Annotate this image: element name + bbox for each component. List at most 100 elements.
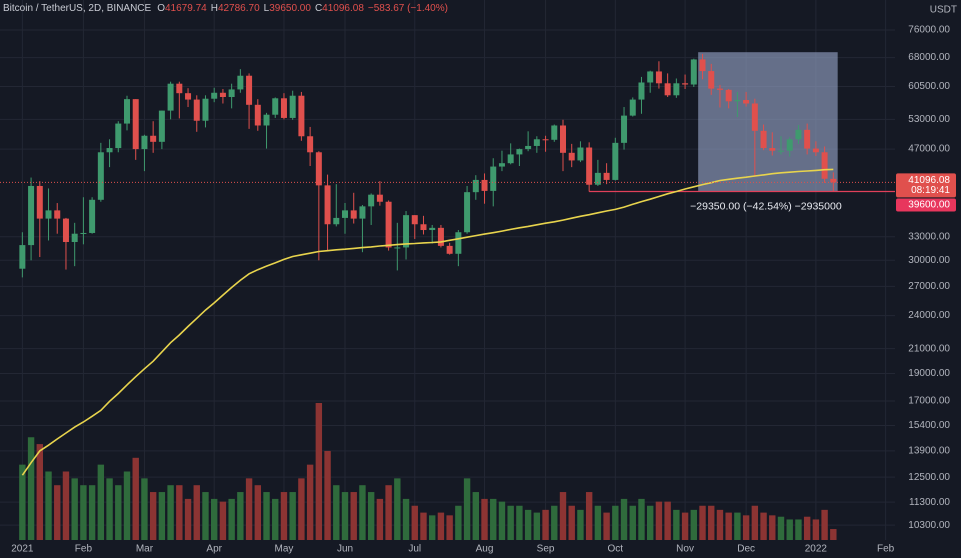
y-tick-label: 11300.00 <box>909 497 950 508</box>
candle-body <box>708 71 715 89</box>
volume-bar <box>507 505 514 540</box>
candle-body <box>272 98 279 115</box>
last-price-label: 41096.08 <box>908 175 950 186</box>
candle-body <box>586 147 593 185</box>
axis-unit: USDT <box>930 5 957 16</box>
volume-bar <box>219 501 227 540</box>
candle-body <box>690 59 697 85</box>
volume-bar <box>603 512 610 540</box>
moving-average <box>21 168 834 476</box>
candle-body <box>734 100 741 102</box>
candle-body <box>280 98 287 118</box>
volume-bar <box>333 485 340 540</box>
candle-body <box>324 185 331 225</box>
volume-bar <box>211 498 218 540</box>
candle-body <box>769 148 776 151</box>
field-value: 39650.00 <box>269 3 311 14</box>
volume-bar <box>708 505 715 540</box>
volume-bar <box>176 485 183 540</box>
field-value: 42786.70 <box>217 3 260 14</box>
volume-bar <box>115 485 122 540</box>
volume-bar <box>812 519 820 540</box>
volume-bar <box>647 505 654 540</box>
header: Bitcoin / TetherUS, 2D, BINANCE O41679.74… <box>3 3 452 14</box>
volume-bar <box>769 515 776 540</box>
candle-body <box>673 83 680 96</box>
candle-body <box>664 83 671 96</box>
candle-body <box>577 147 584 161</box>
measure-label: −29350.00 (−42.54%) −2935000 <box>690 200 842 212</box>
candle-body <box>141 135 148 150</box>
volume-bar <box>350 492 357 540</box>
candle-body <box>289 95 296 118</box>
volume-bar <box>280 492 288 540</box>
candle-body <box>193 99 200 121</box>
candle-body <box>228 89 235 98</box>
volume-bar <box>45 471 52 540</box>
volume-bar <box>27 437 35 540</box>
candle-body <box>603 172 610 180</box>
candle-body <box>778 150 784 152</box>
x-tick-label: Apr <box>206 544 222 555</box>
y-tick-label: 53000.00 <box>908 114 950 125</box>
volume-bar <box>830 529 837 540</box>
candle-body <box>403 215 410 248</box>
volume-bar <box>376 498 384 540</box>
candle-body <box>263 114 270 126</box>
volume-bar <box>629 505 636 540</box>
symbol: Bitcoin / TetherUS, 2D, BINANCE <box>3 3 152 14</box>
candle-body <box>254 104 261 126</box>
volume-bar <box>202 492 209 540</box>
field-label: C <box>314 3 323 14</box>
x-tick-label: Oct <box>608 544 624 555</box>
y-tick-label: 21000.00 <box>908 343 950 354</box>
candle-body <box>760 130 767 149</box>
y-tick-label: 17000.00 <box>908 396 950 407</box>
volume-bar <box>36 444 43 540</box>
candle-body <box>185 93 192 100</box>
volume-bar <box>420 512 427 540</box>
candle-body <box>150 135 157 142</box>
candle-body <box>211 92 218 99</box>
candle-body <box>167 83 174 111</box>
x-tick-label: May <box>275 544 294 555</box>
field-label: H <box>210 3 218 14</box>
volume-bar <box>638 498 645 540</box>
volume-bar <box>315 403 323 540</box>
candle-body <box>54 210 61 219</box>
volume-bar <box>19 464 26 540</box>
volume-bar <box>324 450 331 540</box>
volume-bar <box>690 509 697 540</box>
candle-body <box>429 227 436 231</box>
x-tick-label: Sep <box>537 544 555 555</box>
candle-body <box>333 217 340 225</box>
volume-bar <box>298 478 305 540</box>
volume-bar <box>655 501 663 540</box>
field-value: 41096.08 <box>322 3 364 14</box>
candle-body <box>219 92 226 98</box>
candle-body <box>621 115 628 143</box>
x-tick-label: Feb <box>877 544 895 555</box>
price-axis <box>895 0 961 558</box>
volume-bar <box>446 515 453 540</box>
y-tick-label: 15400.00 <box>908 420 950 431</box>
candle-body <box>176 83 183 94</box>
candle-body <box>246 75 253 105</box>
volume-bar <box>795 519 802 540</box>
candle-body <box>446 245 453 254</box>
volume-bar <box>577 509 584 540</box>
candle-body <box>525 145 532 150</box>
candle-body <box>342 210 348 218</box>
field-value: 41679.74 <box>164 3 207 14</box>
volume-bar <box>463 478 471 540</box>
volume-bar <box>385 485 392 540</box>
candle-body <box>804 129 811 149</box>
volume-bar <box>429 515 436 540</box>
countdown: 08:19:41 <box>911 185 950 196</box>
candle-body <box>359 206 366 219</box>
candle-body <box>420 224 427 231</box>
y-tick-label: 19000.00 <box>908 368 950 379</box>
volume-bar <box>585 492 593 540</box>
measure-box <box>698 52 838 192</box>
